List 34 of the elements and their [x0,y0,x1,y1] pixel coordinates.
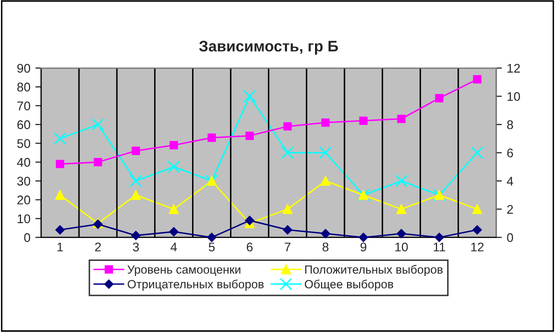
y2-tick-label: 12 [508,64,520,73]
x-tick-label: 11 [434,242,446,252]
y-tick-label: 50 [17,139,30,148]
x-tick-label: 12 [471,242,484,252]
x-tick-label: 10 [395,242,408,252]
y2-tick-label: 4 [506,176,514,186]
y2-tick-label: 2 [507,204,513,214]
x-tick-label: 4 [170,242,177,252]
x-tick-label: 3 [132,242,139,252]
x-tick-label: 5 [208,242,215,252]
x-tick-label: 8 [322,242,328,252]
legend-label: Положительных выборов [305,264,443,276]
x-tick-label: 7 [284,242,290,252]
y2-tick-label: 0 [507,233,514,242]
y-tick-label: 70 [17,101,30,110]
y2-tick-label: 6 [507,148,513,158]
y-tick-label: 80 [17,82,30,92]
y2-tick-label: 10 [508,92,520,101]
x-tick-label: 2 [95,242,101,252]
y-tick-label: 40 [17,158,30,167]
legend-label: Общее выборов [304,280,394,291]
y-tick-label: 20 [17,196,30,204]
y-tick-label: 60 [17,120,30,130]
x-tick-label: 9 [360,242,366,252]
y2-tick-label: 8 [507,120,513,130]
legend-label: Отрицательных выборов [128,280,264,291]
chart-title: Зависимость, гр Б [199,40,338,55]
y-tick-label: 0 [24,233,30,242]
x-tick-label: 1 [58,242,63,252]
y-tick-label: 90 [17,64,30,73]
y-tick-label: 30 [17,176,30,186]
x-tick-label: 6 [246,242,253,252]
y-tick-label: 10 [18,214,30,224]
legend-label: Уровень самооценки [127,265,240,276]
